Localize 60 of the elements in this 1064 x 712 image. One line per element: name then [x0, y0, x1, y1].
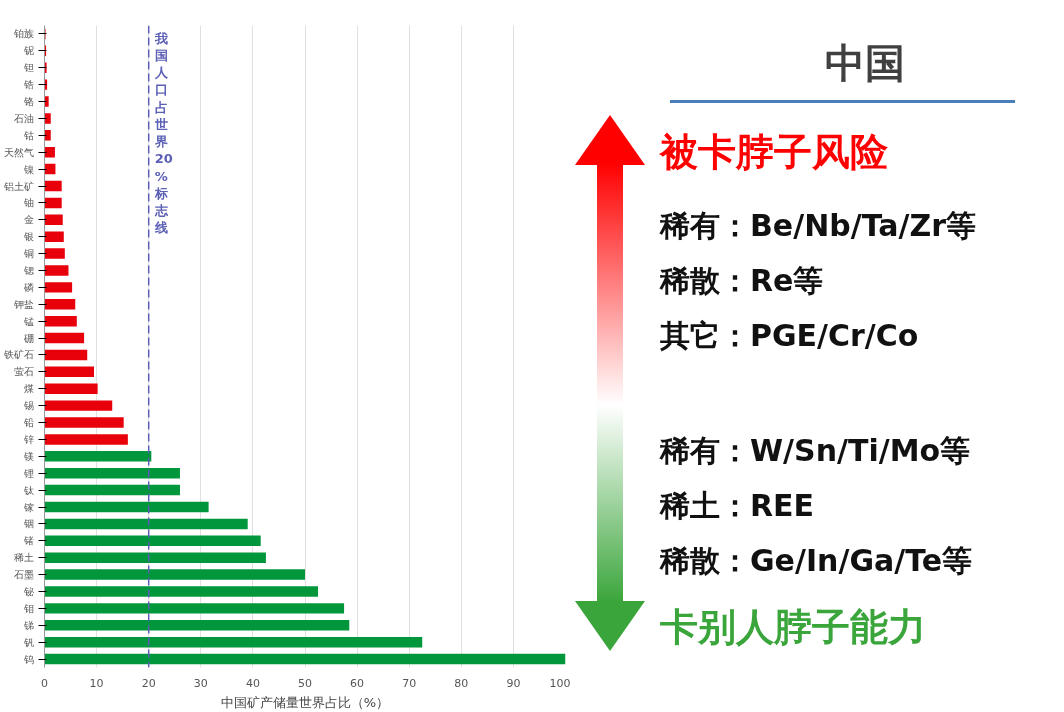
y-tick-label: 铂族 [12, 28, 34, 40]
x-tick-label: 40 [245, 676, 260, 690]
text: 稀有：Be/Nb/Ta/Zr等 [660, 207, 977, 245]
x-tick-label: 10 [89, 676, 104, 690]
text: 中国 [824, 39, 906, 88]
text: 被卡脖子风险 [660, 129, 888, 176]
text: 稀散：Re等 [660, 262, 824, 300]
y-tick-label: 铜 [22, 248, 34, 260]
x-tick-label: 20 [141, 676, 156, 690]
x-tick-label: 90 [506, 676, 521, 690]
y-tick-label: 稀土 [13, 552, 34, 564]
x-tick-label: 0 [41, 676, 48, 690]
x-tick-label: 70 [402, 676, 417, 690]
y-tick-label: 锗 [22, 535, 34, 547]
text: 其它：PGE/Cr/Co [660, 317, 919, 355]
y-tick-label: 铌 [22, 45, 34, 57]
y-tick-label: 钨 [22, 653, 34, 665]
y-tick-label: 锰 [22, 315, 34, 327]
y-tick-label: 铬 [22, 96, 34, 108]
y-tick-label: 铀 [22, 197, 34, 209]
y-tick-label: 银 [22, 231, 34, 243]
y-tick-label: 铁矿石 [2, 349, 34, 361]
x-tick-label: 100 [549, 676, 571, 690]
y-tick-label: 钾盐 [12, 298, 34, 310]
x-tick-label: 30 [193, 676, 208, 690]
x-tick-label: 50 [298, 676, 312, 690]
x-tick-label: 60 [350, 676, 365, 690]
y-tick-label: 萤石 [13, 366, 34, 378]
text: 卡别人脖子能力 [660, 604, 926, 651]
y-tick-label: 铋 [22, 585, 34, 597]
y-tick-label: 锑 [22, 619, 34, 631]
y-tick-label: 镓 [22, 501, 34, 513]
y-tick-label: 镁 [22, 450, 34, 462]
y-tick-label: 石墨 [13, 569, 34, 581]
y-tick-label: 天然气 [3, 146, 34, 158]
y-tick-label: 锌 [22, 433, 34, 445]
y-tick-label: 钽 [22, 62, 34, 74]
y-tick-label: 锡 [22, 400, 34, 412]
y-tick-label: 钛 [22, 484, 34, 496]
y-tick-label: 钼 [22, 602, 34, 614]
y-tick-label: 镍 [22, 163, 34, 175]
y-tick-label: 锆 [22, 79, 34, 91]
y-tick-label: 钒 [22, 636, 34, 648]
y-tick-label: 金 [23, 214, 34, 226]
text: 我国人口占世界20%标志线 [154, 30, 173, 236]
y-tick-label: 石油 [13, 112, 34, 124]
y-tick-label: 铟 [22, 518, 34, 530]
y-tick-label: 煤 [23, 383, 34, 395]
x-tick-label: 80 [454, 676, 469, 690]
y-tick-label: 硼 [22, 332, 34, 344]
text: 稀土：REE [660, 487, 815, 525]
text: 稀散：Ge/In/Ga/Te等 [660, 542, 973, 580]
y-tick-label: 锶 [22, 264, 34, 276]
y-tick-label: 铝土矿 [2, 180, 34, 192]
y-tick-label: 锂 [22, 467, 34, 479]
y-tick-label: 磷 [22, 281, 34, 293]
text: 稀有：W/Sn/Ti/Mo等 [660, 432, 971, 470]
y-tick-label: 铅 [22, 417, 34, 429]
x-axis-title: 中国矿产储量世界占比（%） [220, 694, 390, 710]
y-tick-label: 钴 [22, 129, 34, 141]
